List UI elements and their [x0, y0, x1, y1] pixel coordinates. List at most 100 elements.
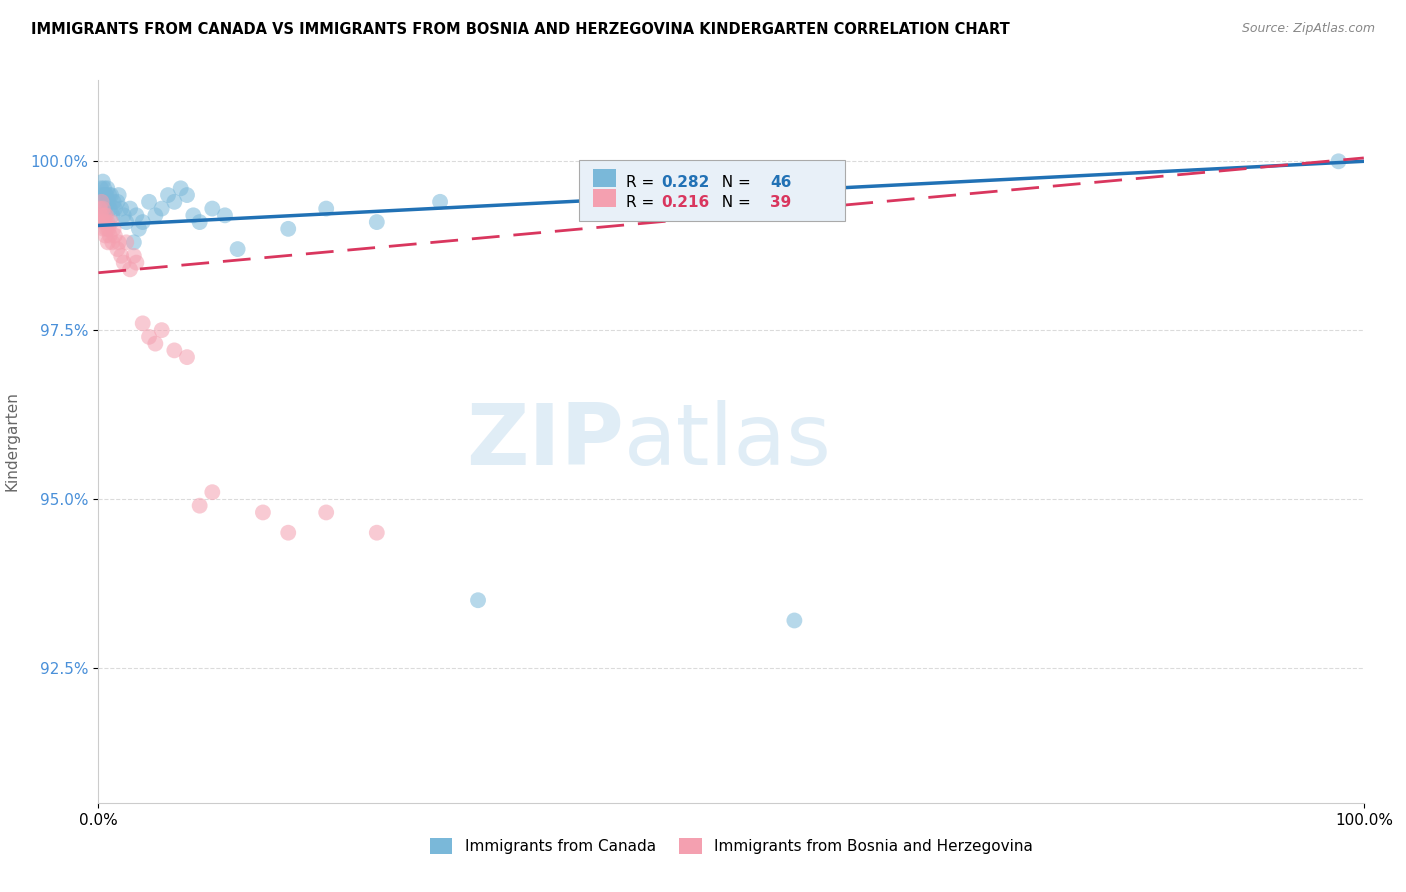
Point: [132, 215, 155, 229]
Point: [315, 505, 337, 519]
Point: [115, 215, 138, 229]
Point: [138, 194, 160, 209]
Point: [91, 202, 114, 216]
Point: [467, 593, 489, 607]
Point: [214, 208, 236, 222]
Point: [97, 194, 120, 209]
Text: R =: R =: [626, 175, 659, 190]
Point: [115, 235, 138, 250]
Text: ZIP: ZIP: [465, 400, 623, 483]
Point: [96, 181, 118, 195]
Y-axis label: Kindergarten: Kindergarten: [4, 392, 20, 491]
Point: [125, 255, 148, 269]
Text: N =: N =: [711, 175, 756, 190]
Point: [91, 215, 114, 229]
Point: [98, 202, 121, 216]
Point: [125, 208, 148, 222]
Point: [103, 194, 125, 209]
Point: [429, 194, 451, 209]
Point: [169, 181, 191, 195]
Text: R =: R =: [626, 195, 659, 211]
Point: [94, 188, 117, 202]
Point: [120, 262, 141, 277]
Point: [163, 194, 186, 209]
Point: [93, 208, 115, 222]
Legend: Immigrants from Canada, Immigrants from Bosnia and Herzegovina: Immigrants from Canada, Immigrants from …: [423, 832, 1039, 860]
Point: [226, 242, 249, 256]
Point: [277, 222, 299, 236]
Point: [176, 188, 198, 202]
Point: [112, 255, 135, 269]
Point: [157, 188, 180, 202]
Point: [103, 222, 125, 236]
Point: [110, 249, 132, 263]
Point: [128, 222, 150, 236]
Point: [138, 330, 160, 344]
Point: [201, 202, 224, 216]
FancyBboxPatch shape: [593, 169, 616, 187]
Text: 39: 39: [770, 195, 792, 211]
Point: [112, 208, 135, 222]
Point: [145, 208, 166, 222]
Point: [97, 235, 120, 250]
Point: [98, 188, 121, 202]
Point: [110, 202, 132, 216]
Point: [188, 499, 211, 513]
Text: atlas: atlas: [623, 400, 831, 483]
Point: [94, 202, 117, 216]
Point: [101, 208, 124, 222]
Point: [366, 525, 388, 540]
Point: [183, 208, 205, 222]
Point: [93, 194, 115, 209]
Point: [104, 228, 127, 243]
Text: 0.282: 0.282: [662, 175, 710, 190]
Point: [107, 242, 129, 256]
Text: N =: N =: [711, 195, 756, 211]
Point: [91, 175, 114, 189]
Point: [120, 202, 141, 216]
Point: [201, 485, 224, 500]
Text: 0.216: 0.216: [662, 195, 710, 211]
Point: [122, 235, 145, 250]
FancyBboxPatch shape: [593, 189, 616, 208]
Point: [100, 188, 122, 202]
Point: [98, 228, 121, 243]
Point: [89, 202, 111, 216]
Point: [90, 194, 112, 209]
Text: 46: 46: [770, 175, 792, 190]
Point: [104, 202, 127, 216]
Point: [96, 194, 118, 209]
Point: [315, 202, 337, 216]
Point: [107, 194, 129, 209]
Point: [97, 222, 120, 236]
Point: [93, 181, 115, 195]
Point: [176, 350, 198, 364]
Text: Source: ZipAtlas.com: Source: ZipAtlas.com: [1241, 22, 1375, 36]
Point: [90, 208, 112, 222]
Point: [783, 614, 806, 628]
Point: [96, 222, 118, 236]
Point: [101, 235, 124, 250]
Point: [145, 336, 166, 351]
Point: [163, 343, 186, 358]
Point: [277, 525, 299, 540]
Point: [132, 317, 155, 331]
FancyBboxPatch shape: [579, 160, 845, 221]
Point: [93, 215, 117, 229]
Point: [93, 222, 115, 236]
Point: [107, 188, 129, 202]
Point: [188, 215, 211, 229]
Point: [122, 249, 145, 263]
Point: [107, 235, 129, 250]
Text: IMMIGRANTS FROM CANADA VS IMMIGRANTS FROM BOSNIA AND HERZEGOVINA KINDERGARTEN CO: IMMIGRANTS FROM CANADA VS IMMIGRANTS FRO…: [31, 22, 1010, 37]
Point: [1327, 154, 1350, 169]
Point: [91, 188, 114, 202]
Point: [252, 505, 274, 519]
Point: [150, 323, 173, 337]
Point: [90, 181, 112, 195]
Point: [150, 202, 173, 216]
Point: [93, 188, 117, 202]
Point: [94, 208, 117, 222]
Point: [94, 228, 117, 243]
Point: [96, 215, 118, 229]
